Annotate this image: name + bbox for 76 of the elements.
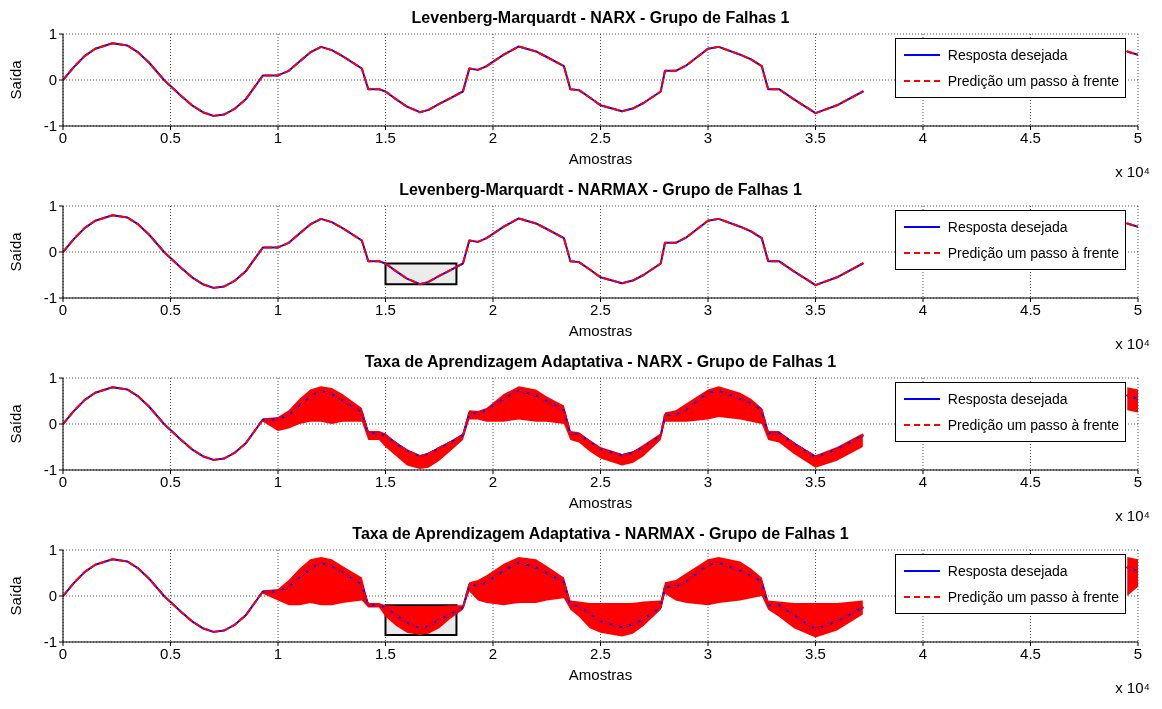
y-tick-label: 1 <box>48 25 57 43</box>
chart-title: Taxa de Aprendizagem Adaptativa - NARX - Grupo de Falhas 1 <box>364 353 837 370</box>
chart-title: Levenberg-Marquardt - NARMAX - Grupo de Falhas 1 <box>399 181 802 198</box>
y-tick-label: 1 <box>48 197 57 215</box>
x-tick-label: 2 <box>488 644 498 662</box>
x-axis-title: Amostras <box>568 494 633 511</box>
text: x 10⁴ <box>1115 335 1150 352</box>
x-tick-label: 5 <box>1133 644 1143 662</box>
x-tick-label: 1 <box>273 472 283 490</box>
y-tick-label: 0 <box>48 71 57 89</box>
x-tick-label: 4 <box>918 300 928 318</box>
x-tick-label: 3.5 <box>805 644 826 662</box>
y-tick-label: 1 <box>48 541 57 559</box>
x-tick-label: 5 <box>1133 472 1143 490</box>
x-tick-label: 2.5 <box>590 644 611 662</box>
x-tick-label: 3 <box>703 128 713 146</box>
x-tick-label: 3.5 <box>805 300 826 318</box>
y-tick-label: 0 <box>48 243 57 261</box>
x-axis-title: Amostras <box>568 150 633 167</box>
x-tick-label: 3 <box>703 644 713 662</box>
x-tick-label: 5 <box>1133 300 1143 318</box>
x-tick-label: 2 <box>488 300 498 318</box>
x-tick-label: 2.5 <box>590 472 611 490</box>
text: x 10⁴ <box>1115 679 1150 696</box>
text: x 10⁴ <box>1115 507 1150 524</box>
x-tick-label: 2 <box>488 128 498 146</box>
x-tick-label: 1.5 <box>375 300 396 318</box>
x-tick-label: 4 <box>918 644 928 662</box>
legend-label: Resposta desejada <box>947 47 1068 63</box>
x-tick-label: 1.5 <box>375 472 396 490</box>
series-label: Predição um passo à frente <box>947 245 1119 261</box>
series-label: Predição um passo à frente <box>947 73 1119 89</box>
x-axis-title: Amostras <box>568 666 633 683</box>
x-tick-label: 4.5 <box>1020 300 1041 318</box>
x-tick-label: 2 <box>488 472 498 490</box>
x-tick-label: 3 <box>703 300 713 318</box>
x-tick-label: 0.5 <box>160 128 181 146</box>
y-axis-title: Saída <box>7 403 25 444</box>
x-tick-label: 3 <box>703 472 713 490</box>
y-tick-label: -1 <box>43 633 57 651</box>
y-tick-label: -1 <box>43 289 57 307</box>
y-tick-label: 1 <box>48 369 57 387</box>
chart-title: Taxa de Aprendizagem Adaptativa - NARMAX - Grupo de Falhas 1 <box>352 525 849 542</box>
x-tick-label: 2.5 <box>590 128 611 146</box>
legend-label: Resposta desejada <box>947 563 1068 579</box>
x-tick-label: 3.5 <box>805 128 826 146</box>
x-tick-label: 0.5 <box>160 472 181 490</box>
x-tick-label: 2.5 <box>590 300 611 318</box>
legend-label: Resposta desejada <box>947 219 1068 235</box>
legend-label: Resposta desejada <box>947 391 1068 407</box>
x-tick-label: 0.5 <box>160 644 181 662</box>
y-axis-title: Saída <box>7 231 25 272</box>
x-tick-label: 3.5 <box>805 472 826 490</box>
y-tick-label: 0 <box>48 415 57 433</box>
series-label: Predição um passo à frente <box>947 417 1119 433</box>
y-tick-label: -1 <box>43 461 57 479</box>
y-tick-label: 0 <box>48 587 57 605</box>
x-tick-label: 5 <box>1133 128 1143 146</box>
x-tick-label: 4.5 <box>1020 644 1041 662</box>
y-axis-title: Saída <box>7 575 25 616</box>
x-tick-label: 1.5 <box>375 128 396 146</box>
x-tick-label: 4.5 <box>1020 128 1041 146</box>
series-label: Predição um passo à frente <box>947 589 1119 605</box>
x-tick-label: 4 <box>918 472 928 490</box>
x-tick-label: 0.5 <box>160 300 181 318</box>
y-tick-label: -1 <box>43 117 57 135</box>
x-tick-label: 1 <box>273 128 283 146</box>
chart-title: Levenberg-Marquardt - NARX - Grupo de Falhas 1 <box>411 9 790 26</box>
x-tick-label: 1.5 <box>375 644 396 662</box>
x-tick-label: 4 <box>918 128 928 146</box>
x-tick-label: 1 <box>273 300 283 318</box>
x-tick-label: 1 <box>273 644 283 662</box>
x-axis-title: Amostras <box>568 322 633 339</box>
x-tick-label: 4.5 <box>1020 472 1041 490</box>
text: x 10⁴ <box>1115 163 1150 180</box>
y-axis-title: Saída <box>7 59 25 100</box>
